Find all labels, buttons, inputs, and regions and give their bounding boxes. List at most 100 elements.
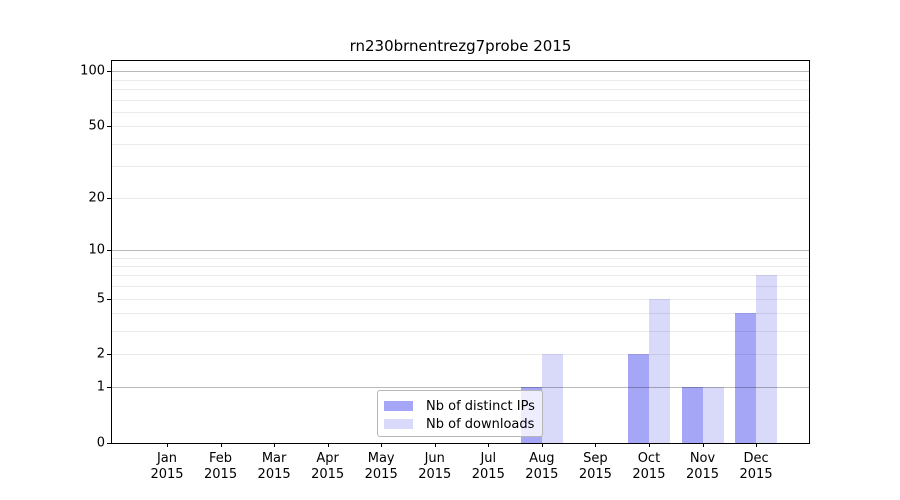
y-tick-mark [107, 387, 111, 389]
x-tick-label: Jul 2015 [458, 451, 518, 483]
x-tick-label: Oct 2015 [619, 451, 679, 483]
x-tick-mark [648, 443, 650, 447]
gridline-minor [112, 126, 809, 128]
x-tick-mark [434, 443, 436, 447]
x-tick-year: 2015 [632, 467, 666, 482]
bar-distinct-ips [735, 313, 757, 443]
x-tick-year: 2015 [685, 467, 720, 482]
x-tick-month: Jan [156, 451, 178, 466]
x-tick-mark [595, 443, 597, 447]
x-tick-mark [327, 443, 329, 447]
x-tick-year: 2015 [257, 467, 291, 482]
x-tick-month: Oct [637, 451, 661, 466]
legend-label-downloads: Nb of downloads [426, 416, 535, 432]
x-tick-year: 2015 [471, 467, 505, 482]
y-tick-mark [107, 126, 111, 128]
gridline-minor [112, 166, 809, 168]
x-tick-mark [220, 443, 222, 447]
x-tick-mark [541, 443, 543, 447]
gridline-minor [112, 286, 809, 288]
x-tick-month: Sep [583, 451, 608, 466]
gridline-minor [112, 298, 809, 300]
x-tick-month: Dec [743, 451, 769, 466]
gridline-minor [112, 331, 809, 333]
x-tick-label: May 2015 [351, 451, 411, 483]
x-tick-year: 2015 [578, 467, 612, 482]
y-tick-mark [107, 354, 111, 356]
gridline-minor [112, 88, 809, 90]
y-tick-label: 100 [80, 63, 105, 79]
bar-downloads [756, 275, 778, 443]
x-tick-month: Mar [261, 451, 287, 466]
x-tick-label: Dec 2015 [726, 451, 786, 483]
x-tick-label: Jun 2015 [405, 451, 465, 483]
legend-label-distinct-ips: Nb of distinct IPs [426, 398, 535, 414]
gridline-major [112, 387, 809, 389]
y-tick-label: 0 [96, 435, 105, 451]
x-tick-month: Feb [209, 451, 233, 466]
y-tick-mark [107, 197, 111, 199]
y-tick-label: 50 [88, 118, 105, 134]
x-tick-mark [702, 443, 704, 447]
y-tick-label: 1 [96, 379, 105, 395]
legend-swatch-downloads [384, 419, 413, 429]
y-tick-label: 5 [96, 291, 105, 307]
x-tick-mark [488, 443, 490, 447]
x-tick-month: Jun [424, 451, 445, 466]
bar-distinct-ips [681, 387, 703, 443]
gridline-major [112, 71, 809, 73]
x-tick-year: 2015 [150, 467, 184, 482]
y-tick-label: 20 [88, 190, 105, 206]
gridline-minor [112, 99, 809, 101]
x-tick-label: Nov 2015 [673, 451, 733, 483]
legend: Nb of distinct IPs Nb of downloads [377, 390, 543, 437]
gridline-minor [112, 265, 809, 267]
x-tick-year: 2015 [311, 467, 345, 482]
x-tick-month: May [367, 451, 395, 466]
x-tick-label: Aug 2015 [512, 451, 572, 483]
chart-title: rn230brnentrezg7probe 2015 [349, 37, 572, 55]
y-tick-mark [107, 71, 111, 73]
gridline-minor [112, 197, 809, 199]
y-tick-mark [107, 249, 111, 251]
legend-entry-distinct-ips: Nb of distinct IPs [384, 397, 535, 415]
y-tick-mark [107, 443, 111, 444]
x-tick-month: Apr [316, 451, 339, 466]
x-tick-mark [167, 443, 168, 447]
x-tick-mark [274, 443, 276, 447]
bar-downloads [541, 354, 563, 443]
bar-downloads [702, 387, 724, 443]
y-tick-mark [107, 298, 111, 300]
x-tick-year: 2015 [204, 467, 238, 482]
gridline-minor [112, 79, 809, 81]
gridline-minor [112, 111, 809, 113]
legend-entry-downloads: Nb of downloads [384, 415, 535, 433]
x-tick-month: Nov [689, 451, 716, 466]
gridline-minor [112, 275, 809, 277]
x-tick-year: 2015 [418, 467, 452, 482]
bar-distinct-ips [627, 354, 649, 443]
x-tick-label: Feb 2015 [191, 451, 251, 483]
bar-downloads [648, 298, 670, 443]
x-tick-label: Apr 2015 [298, 451, 358, 483]
x-tick-label: Mar 2015 [244, 451, 304, 483]
gridline-minor [112, 313, 809, 315]
x-tick-month: Jul [480, 451, 497, 466]
x-tick-label: Jan 2015 [137, 451, 197, 483]
plot-area: Nb of distinct IPs Nb of downloads 0 1 2 5 1… [80, 60, 810, 482]
y-tick-label: 10 [88, 242, 105, 258]
x-tick-month: Aug [529, 451, 555, 466]
x-tick-mark [381, 443, 383, 447]
x-tick-label: Sep 2015 [565, 451, 625, 483]
gridline-minor [112, 143, 809, 145]
gridline-major [112, 249, 809, 251]
x-tick-year: 2015 [364, 467, 398, 482]
x-tick-mark [756, 443, 758, 447]
y-tick-label: 2 [96, 346, 105, 362]
x-tick-year: 2015 [739, 467, 773, 482]
legend-swatch-distinct-ips [384, 401, 413, 411]
x-tick-year: 2015 [525, 467, 559, 482]
gridline-minor [112, 354, 809, 356]
gridline-minor [112, 257, 809, 259]
